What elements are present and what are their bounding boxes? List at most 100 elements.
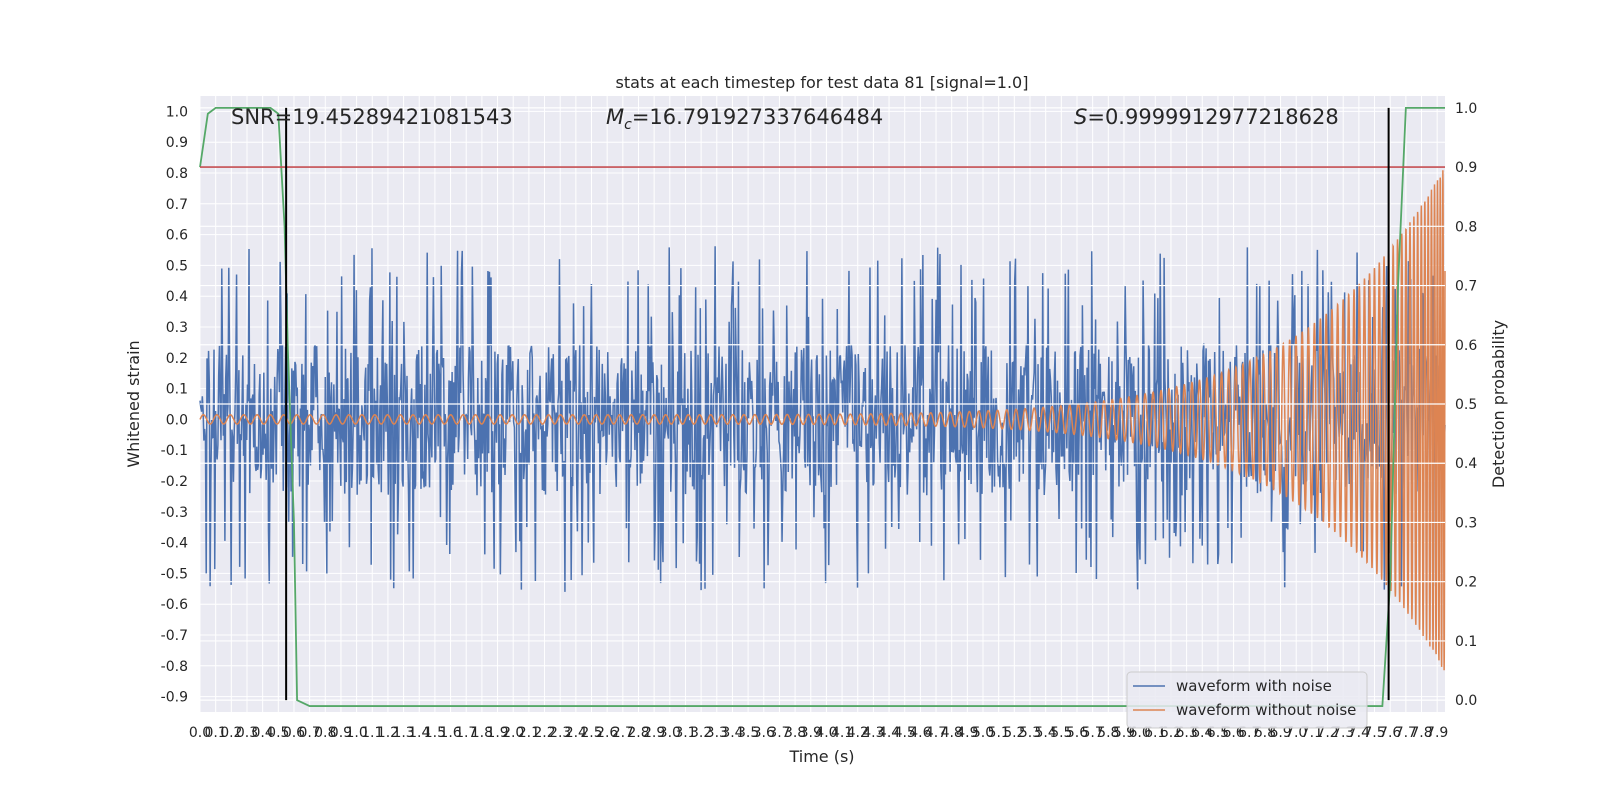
y2-tick-label: 0.0 [1455,693,1477,709]
x-tick-label: 1.1 [361,725,383,741]
x-tick-label: 6.4 [1191,725,1213,741]
y2-axis-label: Detection probability [1489,320,1508,488]
x-tick-label: 6.7 [1238,725,1260,741]
y2-axis-ticks: 1.0 0.9 0.8 0.7 0.6 0.5 0.4 0.3 0.2 0.1 0.0 [1455,101,1477,709]
x-tick-label: 2.7 [612,725,634,741]
x-tick-label: 2.0 [502,725,524,741]
x-tick-label: 0.7 [298,725,320,741]
x-tick-label: 5.6 [1066,725,1088,741]
x-tick-label: 0.0 [189,725,211,741]
y-tick-label: -0.4 [161,536,188,552]
chart-title: stats at each timestep for test data 81 … [616,73,1029,92]
x-tick-label: 1.0 [345,725,367,741]
legend-box [1126,671,1368,729]
x-tick-label: 0.8 [314,725,336,741]
x-tick-label: 5.8 [1097,725,1119,741]
x-tick-label: 2.5 [580,725,602,741]
x-tick-label: 7.0 [1285,725,1307,741]
x-tick-label: 7.8 [1410,725,1432,741]
chirp-mass-annotation: Mc=16.791927337646484 [606,105,883,133]
x-tick-label: 6.6 [1222,725,1244,741]
x-tick-label: 3.9 [800,725,822,741]
x-tick-label: 0.2 [220,725,242,741]
chirp-mass-symbol: M [606,105,624,129]
x-tick-label: 4.7 [925,725,947,741]
legend-label-waveform-with-noise: waveform with noise [1176,677,1332,695]
s-symbol: S [1074,105,1087,129]
vertical-markers [285,107,1390,701]
x-tick-label: 5.4 [1035,725,1057,741]
x-tick-label: 5.1 [988,725,1010,741]
y-tick-label: 0.1 [166,382,188,398]
s-annotation: S=0.9999912977218628 [1074,105,1339,129]
x-tick-label: 3.5 [737,725,759,741]
x-tick-label: 2.2 [533,725,555,741]
y-tick-label: 0.9 [166,135,188,151]
x-tick-label: 4.9 [956,725,978,741]
y-tick-label: -0.3 [161,505,188,521]
x-tick-label: 3.6 [753,725,775,741]
x-tick-label: 2.4 [565,725,587,741]
x-tick-label: 3.4 [721,725,743,741]
x-tick-label: 5.9 [1113,725,1135,741]
y-tick-label: 0.2 [166,351,188,367]
y-tick-label: 0.6 [166,228,188,244]
x-tick-label: 4.6 [909,725,931,741]
y-tick-label: 0.5 [166,258,188,274]
snr-annotation: SNR=19.45289421081543 [231,105,513,129]
x-tick-label: 3.7 [768,725,790,741]
series-waveform-without-noise [199,170,1446,671]
chirp-mass-subscript: c [624,117,632,133]
x-tick-label: 1.3 [392,725,414,741]
x-tick-label: 5.0 [972,725,994,741]
x-tick-label: 3.2 [690,725,712,741]
x-tick-label: 0.9 [330,725,352,741]
x-tick-label: 0.3 [236,725,258,741]
legend: waveform with noise waveform without noi… [1126,671,1368,729]
legend-label-waveform-without-noise: waveform without noise [1176,701,1356,719]
chirp-mass-value: =16.791927337646484 [632,105,883,129]
y-tick-label: -0.2 [161,474,188,490]
x-tick-label: 4.1 [831,725,853,741]
y-tick-label: 0.7 [166,197,188,213]
x-tick-label: 1.5 [424,725,446,741]
x-tick-label: 7.6 [1379,725,1401,741]
x-tick-label: 4.8 [941,725,963,741]
y2-tick-label: 1.0 [1455,101,1477,117]
x-tick-label: 3.8 [784,725,806,741]
x-tick-label: 4.3 [862,725,884,741]
x-tick-label: 6.2 [1160,725,1182,741]
y2-tick-label: 0.5 [1455,397,1477,413]
x-tick-label: 2.6 [596,725,618,741]
x-tick-label: 1.8 [471,725,493,741]
x-tick-label: 7.9 [1426,725,1448,741]
x-tick-label: 5.2 [1003,725,1025,741]
x-tick-label: 5.5 [1050,725,1072,741]
x-tick-label: 4.2 [847,725,869,741]
x-axis-ticks: 0.00.10.20.30.40.50.60.70.80.91.01.11.21… [189,725,1448,741]
x-tick-label: 6.3 [1175,725,1197,741]
x-tick-label: 2.3 [549,725,571,741]
x-tick-label: 4.4 [878,725,900,741]
x-tick-label: 5.7 [1082,725,1104,741]
y-tick-label: -0.1 [161,443,188,459]
x-tick-label: 7.7 [1395,725,1417,741]
x-tick-label: 1.7 [455,725,477,741]
y-tick-label: -0.6 [161,597,188,613]
x-tick-label: 6.5 [1207,725,1229,741]
series-detection-probability [199,106,1445,707]
x-tick-label: 1.6 [439,725,461,741]
y-tick-label: -0.8 [161,659,188,675]
y-tick-label: 0.4 [166,289,188,305]
y2-tick-label: 0.1 [1455,634,1477,650]
x-tick-label: 6.1 [1144,725,1166,741]
y-tick-label: 0.3 [166,320,188,336]
y2-tick-label: 0.6 [1455,338,1477,354]
x-tick-label: 2.1 [518,725,540,741]
x-tick-label: 3.0 [659,725,681,741]
x-tick-label: 4.0 [815,725,837,741]
x-tick-label: 0.6 [283,725,305,741]
y2-tick-label: 0.9 [1455,160,1477,176]
x-tick-label: 1.2 [377,725,399,741]
